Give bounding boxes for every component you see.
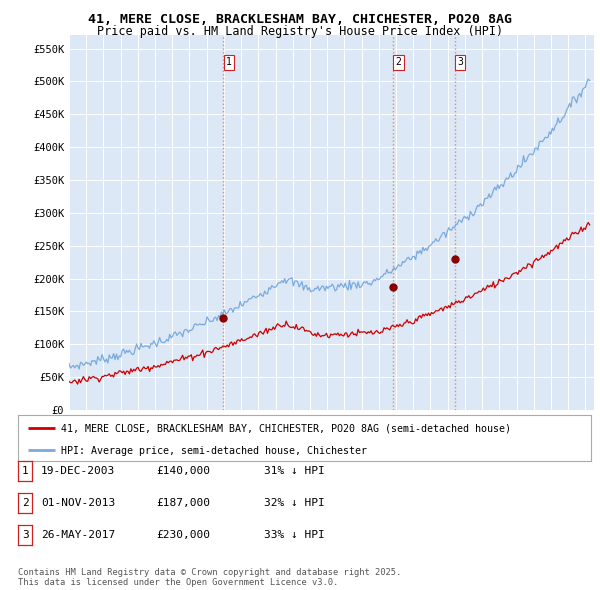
Text: Contains HM Land Registry data © Crown copyright and database right 2025.
This d: Contains HM Land Registry data © Crown c… xyxy=(18,568,401,587)
Text: 33% ↓ HPI: 33% ↓ HPI xyxy=(264,530,325,539)
Text: 19-DEC-2003: 19-DEC-2003 xyxy=(41,466,115,476)
Text: 26-MAY-2017: 26-MAY-2017 xyxy=(41,530,115,539)
Text: 1: 1 xyxy=(226,57,232,67)
Text: 2: 2 xyxy=(396,57,401,67)
Text: £140,000: £140,000 xyxy=(156,466,210,476)
Text: Price paid vs. HM Land Registry's House Price Index (HPI): Price paid vs. HM Land Registry's House … xyxy=(97,25,503,38)
Text: 1: 1 xyxy=(22,466,29,476)
Text: 41, MERE CLOSE, BRACKLESHAM BAY, CHICHESTER, PO20 8AG: 41, MERE CLOSE, BRACKLESHAM BAY, CHICHES… xyxy=(88,13,512,26)
Text: 01-NOV-2013: 01-NOV-2013 xyxy=(41,498,115,507)
Text: 31% ↓ HPI: 31% ↓ HPI xyxy=(264,466,325,476)
Text: £230,000: £230,000 xyxy=(156,530,210,539)
Text: 32% ↓ HPI: 32% ↓ HPI xyxy=(264,498,325,507)
Text: 2: 2 xyxy=(22,498,29,507)
Text: 3: 3 xyxy=(22,530,29,539)
Text: 41, MERE CLOSE, BRACKLESHAM BAY, CHICHESTER, PO20 8AG (semi-detached house): 41, MERE CLOSE, BRACKLESHAM BAY, CHICHES… xyxy=(61,424,511,434)
Text: HPI: Average price, semi-detached house, Chichester: HPI: Average price, semi-detached house,… xyxy=(61,446,367,456)
Text: 3: 3 xyxy=(457,57,463,67)
Text: £187,000: £187,000 xyxy=(156,498,210,507)
